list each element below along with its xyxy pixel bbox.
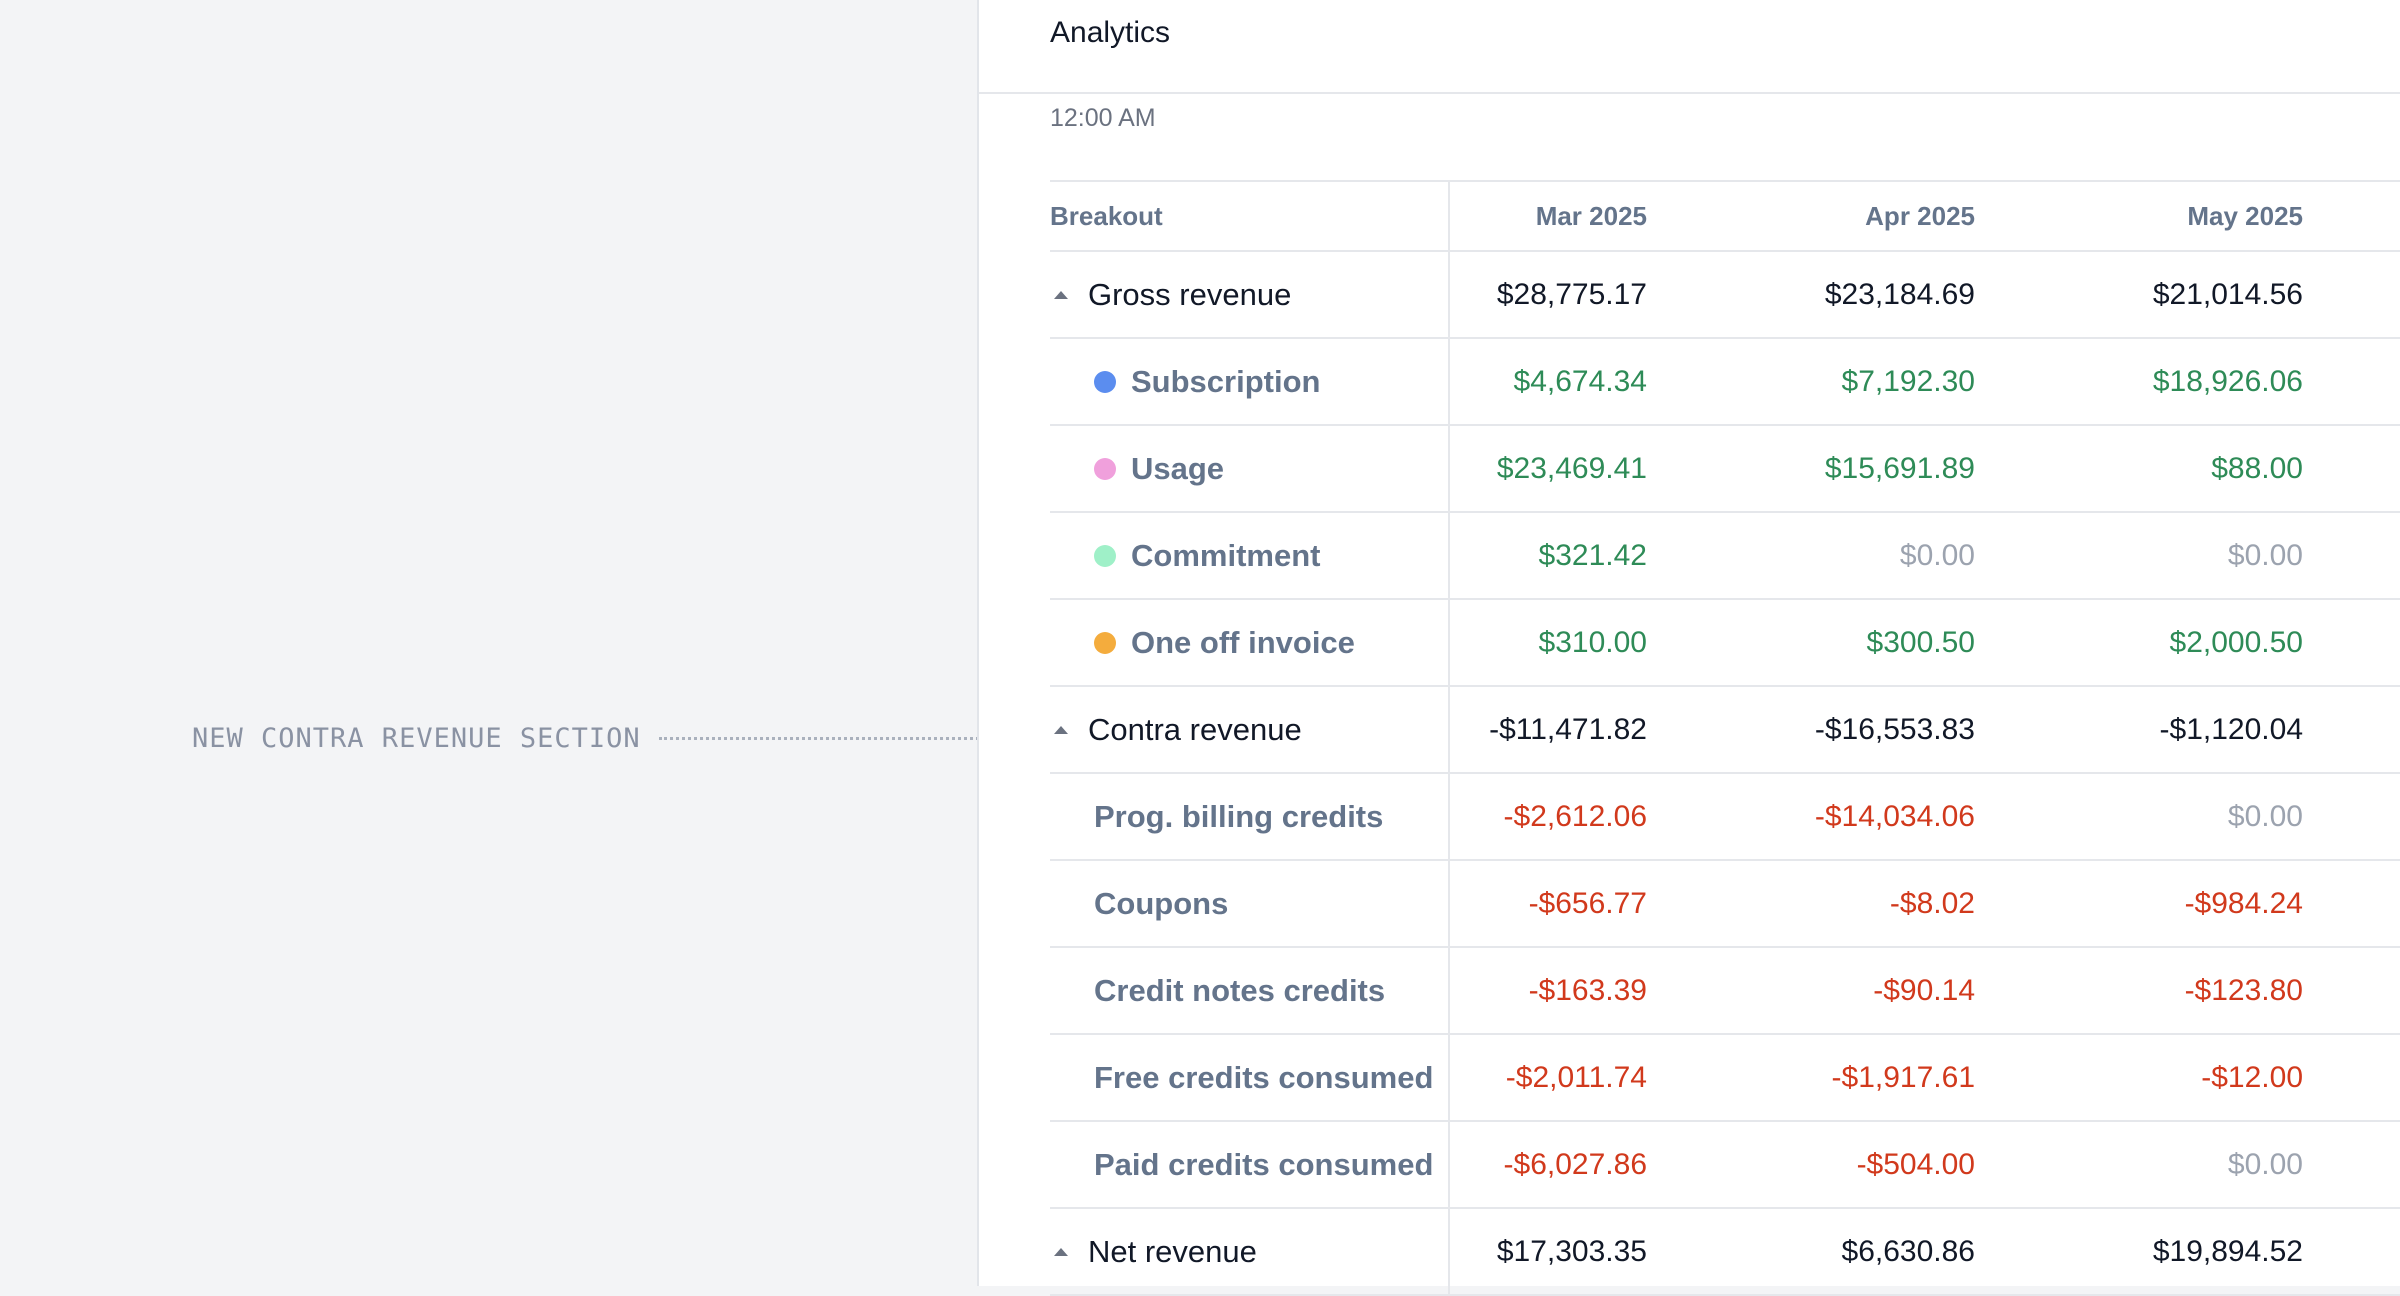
value-cell-may-2025: $2,000.50 xyxy=(2169,625,2303,659)
row-label-cell: Gross revenue xyxy=(1050,252,1450,337)
time-label: 12:00 AM xyxy=(1050,104,1156,132)
row-label-cell: Commitment xyxy=(1050,513,1450,598)
value-cell-apr-2025: $300.50 xyxy=(1866,625,1975,659)
value-cell-mar-2025: $17,303.35 xyxy=(1496,1234,1647,1268)
legend-dot-icon xyxy=(1094,631,1116,654)
value-cell-mar-2025: $4,674.34 xyxy=(1513,364,1647,398)
section-row-net-revenue[interactable]: Net revenue $17,303.35 $6,630.86 $19,894.52 xyxy=(1050,1209,2400,1296)
table-row-subscription: Subscription $4,674.34 $7,192.30 $18,926.06 xyxy=(1050,339,2400,426)
table-row-prog-billing-credits: Prog. billing credits -$2,612.06 -$14,034.… xyxy=(1050,774,2400,861)
callout-text: NEW CONTRA REVENUE SECTION xyxy=(192,722,641,754)
value-cell-may-2025: $88.00 xyxy=(2211,451,2303,485)
legend-dot-icon xyxy=(1094,457,1116,480)
value-cell-may-2025: $18,926.06 xyxy=(2152,364,2303,398)
row-label-cell: Prog. billing credits xyxy=(1050,774,1450,859)
row-label-cell: Free credits consumed xyxy=(1050,1035,1450,1120)
value-cell-apr-2025: -$16,553.83 xyxy=(1814,712,1975,746)
collapse-caret-icon[interactable] xyxy=(1054,290,1068,299)
value-cell-may-2025: -$1,120.04 xyxy=(2159,712,2303,746)
value-cell-mar-2025: -$11,471.82 xyxy=(1489,712,1647,746)
value-cell-mar-2025: -$2,011.74 xyxy=(1505,1060,1647,1094)
value-cell-mar-2025: -$6,027.86 xyxy=(1503,1147,1647,1181)
legend-dot-icon xyxy=(1094,544,1116,567)
value-cell-mar-2025: $321.42 xyxy=(1538,538,1647,572)
section-label: Net revenue xyxy=(1088,1233,1257,1269)
row-label-cell: One off invoice xyxy=(1050,600,1450,685)
row-label: Usage xyxy=(1131,450,1225,486)
page-title: Analytics xyxy=(1050,16,1171,49)
row-label-cell: Usage xyxy=(1050,426,1450,511)
row-label-cell: Contra revenue xyxy=(1050,687,1450,772)
row-label-cell: Subscription xyxy=(1050,339,1450,424)
analytics-panel: Analytics 12:00 AM Breakout Mar 2025 Apr… xyxy=(977,0,2400,1296)
revenue-breakout-table: Breakout Mar 2025 Apr 2025 May 2025 Gros… xyxy=(1050,180,2400,1296)
panel-header: Analytics xyxy=(979,0,2400,94)
row-label: Commitment xyxy=(1131,537,1321,573)
row-label: Free credits consumed xyxy=(1094,1059,1434,1095)
value-cell-mar-2025: $28,775.17 xyxy=(1496,277,1647,311)
table-row-paid-credits-consumed: Paid credits consumed -$6,027.86 -$504.00 $… xyxy=(1050,1122,2400,1209)
value-cell-mar-2025: -$656.77 xyxy=(1528,886,1647,920)
row-label-cell: Coupons xyxy=(1050,861,1450,946)
collapse-caret-icon[interactable] xyxy=(1054,725,1068,734)
collapse-caret-icon[interactable] xyxy=(1054,1247,1068,1256)
column-header-breakout: Breakout xyxy=(1050,182,1450,250)
section-label: Contra revenue xyxy=(1088,711,1302,747)
value-cell-apr-2025: -$1,917.61 xyxy=(1831,1060,1975,1094)
value-cell-apr-2025: -$504.00 xyxy=(1856,1147,1975,1181)
value-cell-apr-2025: $23,184.69 xyxy=(1824,277,1975,311)
table-row-one-off-invoice: One off invoice $310.00 $300.50 $2,000.50 xyxy=(1050,600,2400,687)
value-cell-may-2025: $19,894.52 xyxy=(2152,1234,2303,1268)
row-label-cell: Paid credits consumed xyxy=(1050,1122,1450,1207)
row-label: One off invoice xyxy=(1131,624,1355,660)
value-cell-mar-2025: $310.00 xyxy=(1538,625,1647,659)
row-label: Coupons xyxy=(1094,885,1229,921)
row-label: Prog. billing credits xyxy=(1094,798,1384,834)
value-cell-apr-2025: -$8.02 xyxy=(1889,886,1975,920)
value-cell-apr-2025: -$90.14 xyxy=(1873,973,1975,1007)
section-row-gross-revenue[interactable]: Gross revenue $28,775.17 $23,184.69 $21,014… xyxy=(1050,252,2400,339)
callout-connector xyxy=(658,736,1051,740)
row-label: Subscription xyxy=(1131,363,1321,399)
column-header-apr-2025: Apr 2025 xyxy=(1865,200,1975,231)
value-cell-may-2025: $0.00 xyxy=(2227,1147,2303,1181)
table-row-commitment: Commitment $321.42 $0.00 $0.00 xyxy=(1050,513,2400,600)
value-cell-may-2025: $21,014.56 xyxy=(2152,277,2303,311)
table-row-free-credits-consumed: Free credits consumed -$2,011.74 -$1,917.6… xyxy=(1050,1035,2400,1122)
value-cell-may-2025: -$123.80 xyxy=(2184,973,2303,1007)
row-label-cell: Credit notes credits xyxy=(1050,948,1450,1033)
value-cell-apr-2025: $0.00 xyxy=(1899,538,1975,572)
value-cell-apr-2025: $15,691.89 xyxy=(1824,451,1975,485)
value-cell-may-2025: -$12.00 xyxy=(2201,1060,2303,1094)
value-cell-may-2025: -$984.24 xyxy=(2184,886,2303,920)
row-label-cell: Net revenue xyxy=(1050,1209,1450,1294)
row-label: Credit notes credits xyxy=(1094,972,1386,1008)
value-cell-mar-2025: -$2,612.06 xyxy=(1503,799,1647,833)
value-cell-may-2025: $0.00 xyxy=(2227,799,2303,833)
section-row-contra-revenue[interactable]: Contra revenue -$11,471.82 -$16,553.83 -$1,… xyxy=(1050,687,2400,774)
value-cell-mar-2025: $23,469.41 xyxy=(1496,451,1647,485)
table-row-usage: Usage $23,469.41 $15,691.89 $88.00 xyxy=(1050,426,2400,513)
table-header-row: Breakout Mar 2025 Apr 2025 May 2025 xyxy=(1050,182,2400,252)
value-cell-apr-2025: $6,630.86 xyxy=(1841,1234,1975,1268)
column-header-may-2025: May 2025 xyxy=(2187,200,2303,231)
column-header-mar-2025: Mar 2025 xyxy=(1535,200,1647,231)
value-cell-mar-2025: -$163.39 xyxy=(1528,973,1647,1007)
legend-dot-icon xyxy=(1094,370,1116,393)
value-cell-may-2025: $0.00 xyxy=(2227,538,2303,572)
section-label: Gross revenue xyxy=(1088,276,1292,312)
row-label: Paid credits consumed xyxy=(1094,1146,1434,1182)
table-row-coupons: Coupons -$656.77 -$8.02 -$984.24 xyxy=(1050,861,2400,948)
table-row-credit-notes-credits: Credit notes credits -$163.39 -$90.14 -$123… xyxy=(1050,948,2400,1035)
value-cell-apr-2025: $7,192.30 xyxy=(1841,364,1975,398)
value-cell-apr-2025: -$14,034.06 xyxy=(1814,799,1975,833)
contra-revenue-callout: NEW CONTRA REVENUE SECTION xyxy=(192,720,1051,756)
